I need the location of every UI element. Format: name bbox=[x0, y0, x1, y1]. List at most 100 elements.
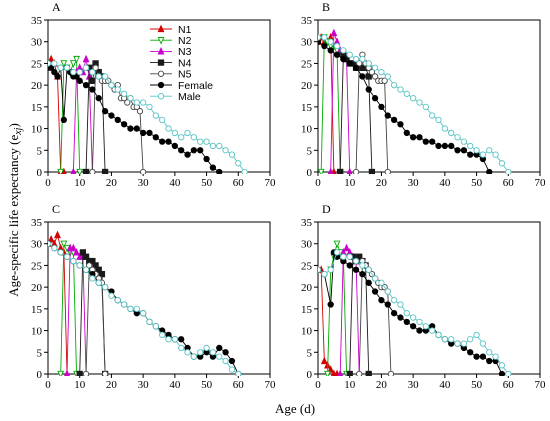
legend-item: N3 bbox=[150, 46, 192, 58]
panel-b: B 0 10 20 30 40 50 60 70 0 5 10 15 20 25 30 35 bbox=[301, 0, 546, 189]
data-point bbox=[505, 370, 512, 376]
x-tick-label: 50 bbox=[471, 379, 483, 391]
data-point bbox=[429, 112, 436, 119]
data-point bbox=[54, 230, 61, 239]
data-point bbox=[378, 297, 385, 304]
data-point bbox=[76, 68, 83, 76]
series-line bbox=[339, 53, 373, 173]
plot-frame bbox=[317, 221, 541, 375]
data-point bbox=[48, 60, 52, 67]
data-point bbox=[51, 244, 58, 252]
data-point bbox=[51, 60, 58, 67]
x-tick-label: 10 bbox=[344, 177, 356, 189]
data-point bbox=[114, 116, 121, 124]
data-point bbox=[120, 90, 128, 97]
y-tick-label: 5 bbox=[37, 145, 43, 157]
data-point bbox=[492, 151, 499, 158]
x-tick-label: 30 bbox=[408, 379, 420, 391]
x-tick-label: 50 bbox=[201, 379, 213, 391]
legend-label: N5 bbox=[178, 69, 192, 81]
data-point bbox=[63, 64, 71, 71]
data-point bbox=[171, 336, 179, 343]
y-tick-label: 15 bbox=[31, 102, 43, 114]
data-point bbox=[64, 369, 70, 376]
data-point bbox=[324, 370, 331, 376]
x-tick-label: 60 bbox=[503, 177, 515, 189]
data-point bbox=[352, 257, 360, 265]
data-point bbox=[441, 336, 449, 343]
data-point bbox=[136, 108, 144, 115]
data-point bbox=[365, 60, 372, 67]
data-point bbox=[346, 253, 353, 260]
plot-area bbox=[318, 28, 512, 174]
data-point bbox=[359, 55, 366, 63]
data-point bbox=[159, 138, 166, 145]
data-point bbox=[498, 370, 506, 376]
legend-item: Male bbox=[150, 91, 201, 103]
y-tick-label: 10 bbox=[301, 124, 313, 136]
data-point bbox=[60, 240, 68, 249]
y-axis-title-sub: xj bbox=[13, 127, 24, 135]
data-point bbox=[371, 73, 379, 80]
data-point bbox=[318, 34, 322, 41]
data-point bbox=[127, 305, 134, 313]
data-point bbox=[327, 301, 334, 308]
y-tick-label: 25 bbox=[31, 58, 43, 70]
data-point bbox=[82, 64, 90, 71]
y-tick-label: 0 bbox=[37, 167, 43, 179]
series-female bbox=[318, 38, 493, 174]
panel-label: B bbox=[322, 0, 330, 14]
data-point bbox=[422, 323, 429, 330]
data-point bbox=[152, 134, 159, 141]
data-point bbox=[57, 168, 65, 174]
data-point bbox=[422, 103, 429, 111]
x-tick-label: 70 bbox=[265, 177, 277, 189]
y-tick-label: 5 bbox=[307, 145, 313, 157]
data-point bbox=[101, 283, 109, 291]
data-point bbox=[381, 77, 388, 84]
y-tick-label: 35 bbox=[301, 217, 313, 229]
data-point bbox=[139, 310, 147, 317]
y-tick-label: 10 bbox=[301, 326, 313, 338]
data-point bbox=[82, 54, 90, 63]
data-point bbox=[333, 51, 341, 58]
data-point bbox=[139, 99, 147, 106]
data-point bbox=[76, 262, 83, 269]
x-tick-label: 30 bbox=[138, 379, 150, 391]
series-male bbox=[48, 60, 248, 174]
data-point bbox=[327, 47, 334, 54]
series-n1 bbox=[48, 230, 70, 376]
data-point bbox=[60, 116, 68, 124]
data-point bbox=[368, 68, 376, 76]
x-tick-label: 60 bbox=[233, 177, 245, 189]
data-point bbox=[57, 249, 64, 256]
y-tick-label: 35 bbox=[31, 15, 43, 27]
series-line bbox=[318, 269, 338, 375]
data-point bbox=[92, 262, 99, 269]
y-tick-label: 35 bbox=[301, 15, 313, 27]
data-point bbox=[98, 270, 106, 278]
data-point bbox=[216, 168, 223, 174]
data-point bbox=[467, 349, 474, 356]
data-point bbox=[403, 318, 410, 326]
series-n4 bbox=[76, 249, 109, 376]
plot-area bbox=[48, 230, 242, 376]
data-point bbox=[133, 305, 140, 313]
data-point bbox=[320, 356, 328, 365]
data-point bbox=[352, 266, 360, 273]
data-point bbox=[82, 81, 90, 89]
data-point bbox=[108, 112, 115, 119]
data-point bbox=[48, 240, 52, 247]
y-tick-label: 5 bbox=[307, 347, 313, 359]
data-point bbox=[108, 292, 115, 299]
data-point bbox=[101, 370, 109, 376]
data-point bbox=[498, 160, 506, 167]
x-tick-label: 40 bbox=[169, 177, 181, 189]
data-point bbox=[479, 353, 487, 360]
data-point bbox=[460, 147, 468, 154]
data-point bbox=[124, 99, 131, 106]
data-point bbox=[479, 340, 487, 347]
data-point bbox=[114, 86, 121, 93]
x-tick-label: 30 bbox=[138, 177, 150, 189]
data-point bbox=[441, 142, 449, 150]
